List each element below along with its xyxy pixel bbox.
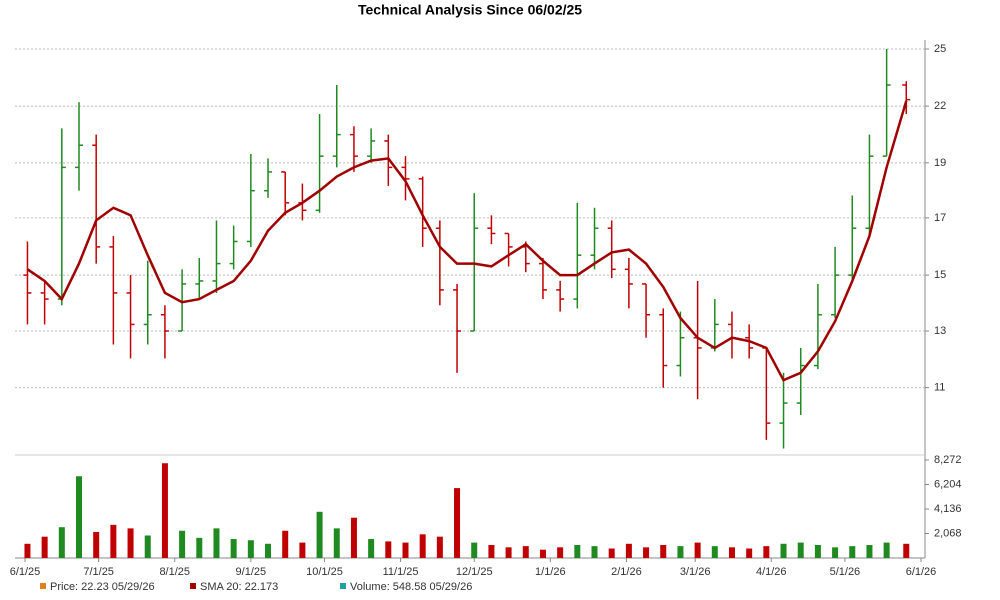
volume-bar [660, 544, 667, 558]
y-tick-label: 15 [934, 269, 946, 281]
volume-bar [41, 536, 48, 558]
legend-label: SMA 20: 22.173 [200, 581, 278, 593]
y-tick-label: 19 [934, 157, 946, 169]
volume-bar [368, 539, 375, 558]
legend-label: Volume: 548.58 05/29/26 [350, 581, 472, 593]
y-tick-label: 13 [934, 325, 946, 337]
y-tick-label: 11 [934, 382, 945, 394]
volume-bar [866, 544, 873, 558]
volume-bar [711, 546, 718, 558]
x-tick-label: 6/1/26 [906, 566, 937, 578]
volume-bar [419, 534, 426, 558]
volume-bar [539, 549, 546, 558]
volume-bar [110, 524, 117, 558]
legend-swatch [40, 583, 46, 589]
volume-bar [591, 546, 598, 558]
volume-tick-label: 8,272 [934, 454, 962, 466]
volume-bar [24, 543, 31, 558]
x-tick-label: 3/1/26 [680, 566, 711, 578]
volume-bar [903, 543, 910, 558]
legend-label: Price: 22.23 05/29/26 [50, 581, 155, 593]
volume-bar [625, 543, 632, 558]
volume-bar [436, 536, 443, 558]
sma-line [26, 100, 908, 382]
volume-bar [643, 547, 650, 558]
volume-bar [574, 544, 581, 558]
chart-title: Technical Analysis Since 06/02/25 [358, 2, 582, 18]
volume-bar [333, 528, 340, 558]
volume-bar [522, 546, 529, 558]
volume-bar [832, 547, 839, 558]
volume-bar [608, 548, 615, 558]
volume-bar [161, 463, 168, 558]
volume-bar [385, 541, 392, 558]
volume-bar [763, 546, 770, 558]
x-tick-label: 5/1/26 [830, 566, 861, 578]
x-tick-label: 11/1/25 [383, 566, 419, 578]
volume-bar [849, 546, 856, 558]
volume-tick-label: 4,136 [934, 503, 962, 515]
x-tick-label: 4/1/26 [756, 566, 787, 578]
volume-bar [505, 547, 512, 558]
volume-bar [677, 546, 684, 558]
volume-bar [694, 542, 701, 558]
volume-bar [814, 544, 821, 558]
x-tick-label: 8/1/25 [159, 566, 190, 578]
volume-bar [883, 542, 890, 558]
volume-bar [213, 528, 220, 558]
volume-bar [299, 542, 306, 558]
x-tick-label: 9/1/25 [236, 566, 267, 578]
volume-bar [488, 544, 495, 558]
volume-bar [58, 527, 65, 558]
volume-bar [230, 539, 237, 558]
legend-swatch [340, 583, 346, 589]
volume-bar [282, 530, 289, 558]
volume-bar [179, 530, 186, 558]
legend-swatch [190, 583, 196, 589]
volume-bar [265, 543, 272, 558]
volume-bar [127, 528, 134, 558]
volume-bar [728, 547, 735, 558]
x-tick-label: 6/1/25 [10, 566, 41, 578]
volume-tick-label: 2,068 [934, 527, 962, 539]
volume-bar [780, 543, 787, 558]
volume-bar [557, 547, 564, 558]
volume-bar [402, 542, 409, 558]
x-tick-label: 1/1/26 [535, 566, 566, 578]
y-tick-label: 17 [934, 212, 946, 224]
volume-bar [93, 531, 100, 558]
x-tick-label: 2/1/26 [611, 566, 642, 578]
volume-bar [247, 540, 254, 558]
volume-bar [746, 548, 753, 558]
volume-bar [316, 511, 323, 558]
volume-bar [797, 542, 804, 558]
volume-bar [144, 535, 151, 558]
volume-bar [76, 476, 83, 558]
x-tick-label: 12/1/25 [456, 566, 493, 578]
volume-bar [196, 537, 203, 558]
volume-tick-label: 6,204 [934, 478, 962, 490]
y-tick-label: 22 [934, 100, 946, 112]
x-tick-label: 7/1/25 [83, 566, 114, 578]
x-tick-label: 10/1/25 [306, 566, 343, 578]
volume-bar [471, 542, 478, 558]
y-tick-label: 25 [934, 43, 946, 55]
volume-bar [350, 517, 357, 558]
volume-bar [454, 488, 461, 558]
